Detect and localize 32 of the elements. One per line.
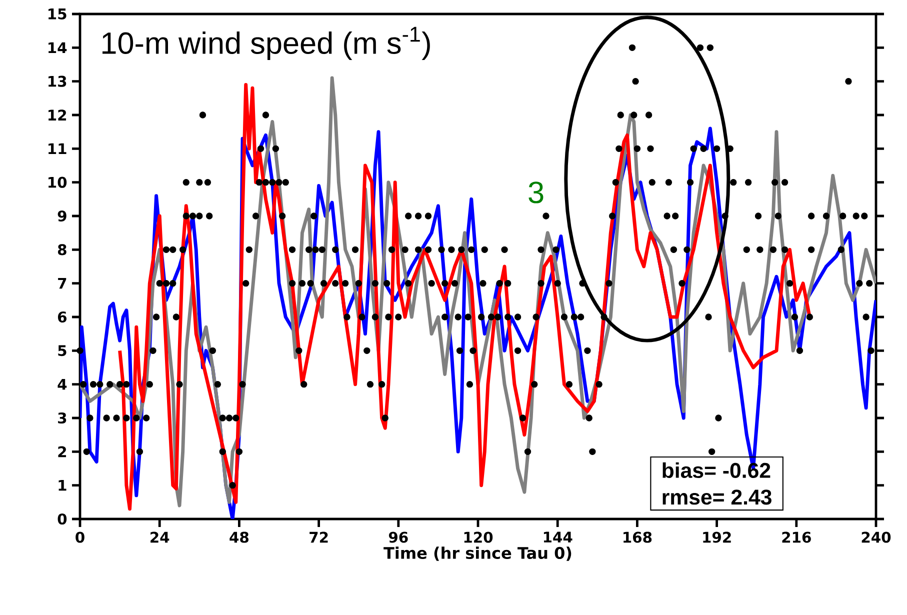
y-tick-label: 3 (58, 412, 66, 424)
y-tick-label: 14 (48, 42, 67, 54)
y-tick-label: 6 (58, 311, 66, 323)
x-tick-label: 120 (464, 532, 493, 543)
x-tick-label: 48 (230, 532, 248, 543)
y-tick-label: 10 (48, 176, 67, 188)
x-tick-label: 24 (150, 532, 170, 543)
x-tick-label: 96 (388, 532, 408, 543)
y-tick-label: 1 (58, 480, 66, 491)
y-tick-label: 0 (58, 513, 67, 525)
y-tick-label: 7 (58, 278, 66, 289)
y-tick-label: 2 (58, 446, 66, 458)
chart-title: 10-m wind speed (m s$^{-1}$) (102, 26, 430, 60)
x-tick-label: 168 (624, 532, 652, 543)
y-tick-label: 4 (58, 378, 67, 390)
y-tick-label: 9 (58, 210, 66, 222)
x-tick-label: 216 (782, 532, 811, 543)
x-tick-label: 72 (310, 532, 328, 543)
y-tick-label: 11 (48, 143, 66, 154)
annotation: 3 (528, 182, 544, 204)
x-tick-label: 0 (76, 532, 84, 543)
x-axis-title: Time (hr since Tau 0) (384, 546, 572, 561)
y-tick-label: 15 (48, 8, 66, 20)
y-tick-label: 5 (58, 345, 66, 356)
x-tick-label: 240 (862, 532, 891, 543)
y-tick-label: 12 (48, 110, 66, 120)
x-tick-label: 144 (544, 532, 572, 542)
y-tick-label: 8 (58, 244, 66, 256)
y-tick-label: 13 (48, 76, 66, 87)
annotation: rmse= 2.43 (662, 490, 772, 505)
x-tick-label: 192 (703, 532, 731, 543)
annotation: bias= -0.62 (662, 462, 770, 478)
